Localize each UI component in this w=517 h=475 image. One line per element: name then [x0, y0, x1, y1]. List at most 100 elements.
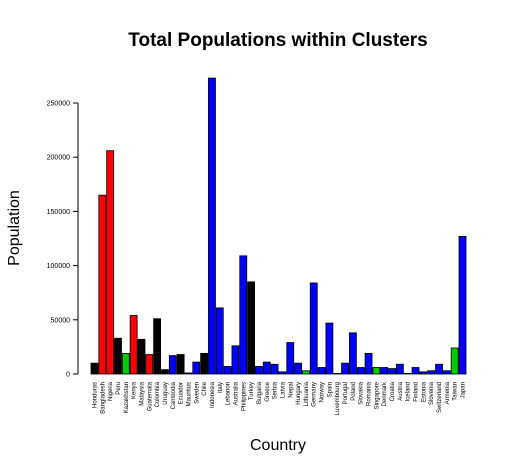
- bar-lithuania: [302, 370, 310, 375]
- x-tick-label: Honduras: [93, 382, 99, 408]
- x-tick-label: Denmark: [382, 381, 388, 406]
- bar-luxembourg: [333, 372, 342, 375]
- bar-estonia: [419, 371, 428, 375]
- bar-armenia: [442, 370, 451, 375]
- bar-colombia: [153, 318, 162, 375]
- y-tick-label: 100000: [47, 263, 70, 270]
- bar-lebanon: [223, 366, 232, 375]
- bar-indonesia: [208, 77, 216, 375]
- x-tick-label: Singapore: [374, 381, 380, 409]
- bar-denmark: [380, 367, 389, 375]
- x-tick-label: Portugal: [343, 382, 349, 404]
- x-tick-label: Ecuador: [179, 382, 185, 404]
- bar-guatemala: [145, 354, 154, 375]
- bar-japan: [458, 235, 467, 375]
- x-tick-label: Germany: [312, 382, 318, 407]
- bar-latvia: [278, 371, 287, 375]
- x-axis-title: Country: [250, 437, 306, 454]
- bar-philippines: [239, 255, 248, 375]
- x-tick-label: Croatia: [390, 381, 396, 401]
- x-tick-label: Bulgaria: [257, 381, 263, 404]
- y-axis: 0 50000 100000 150000 200000 250000: [47, 101, 79, 379]
- x-tick-label: Serbia: [273, 381, 279, 399]
- x-tick-label: Lebanon: [226, 382, 232, 405]
- bar-kazakhstan: [121, 353, 130, 375]
- x-tick-label: Italy: [218, 382, 224, 393]
- x-tick-label: Australia: [233, 381, 239, 405]
- x-tick-label: Sweden: [194, 382, 200, 404]
- y-tick-label: 250000: [47, 101, 70, 108]
- y-tick-label: 0: [66, 372, 70, 379]
- x-tick-label: Japan: [461, 382, 467, 398]
- x-tick-label: Spain: [327, 382, 333, 397]
- x-tick-label: Switzerland: [437, 382, 443, 413]
- x-tick-label: Guatemala: [147, 381, 153, 411]
- bar-australia: [231, 345, 240, 375]
- bar-iceland: [403, 372, 412, 375]
- x-tick-label: Slovakia: [359, 381, 365, 404]
- bar-hungary: [294, 362, 302, 375]
- bar-chile: [200, 353, 209, 375]
- bar-poland: [348, 332, 357, 375]
- bar-singapore: [372, 367, 381, 375]
- y-tick-label: 200000: [47, 155, 70, 162]
- x-tick-label: Armenia: [445, 381, 451, 404]
- bar-norway: [317, 367, 326, 375]
- x-tick-label: Luxembourg: [335, 382, 341, 415]
- x-tick-label: Nigeria: [108, 381, 114, 401]
- x-tick-label: Latvia: [280, 381, 286, 398]
- x-tick-label: Uruguay: [163, 382, 169, 405]
- bar-kenya: [129, 315, 138, 375]
- bar-italy: [215, 307, 224, 375]
- x-tick-label: Philippines: [241, 382, 247, 411]
- x-tick-label: Slovenia: [429, 381, 435, 405]
- x-tick-label: Finland: [414, 382, 420, 402]
- x-tick-label: Cambodia: [171, 381, 177, 409]
- bar-portugal: [341, 362, 349, 375]
- bar-sweden: [192, 361, 201, 375]
- bar-taiwan: [450, 347, 459, 375]
- x-tick-label: Kenya: [132, 381, 138, 399]
- x-tick-label: Taiwan: [453, 382, 459, 401]
- bar-malaysia: [137, 338, 146, 375]
- x-tick-label: Malaysia: [139, 381, 145, 405]
- x-tick-label: Estonia: [421, 381, 427, 402]
- bar-bulgaria: [255, 366, 263, 375]
- bar-switzerland: [435, 363, 443, 375]
- bar-nigeria: [106, 150, 115, 375]
- x-tick-label: Peru: [116, 382, 122, 395]
- bar-cambodia: [168, 355, 177, 375]
- x-tick-label: Turkey: [249, 382, 255, 400]
- bar-mauritius: [184, 372, 193, 375]
- y-axis-title: Population: [6, 190, 23, 266]
- y-tick-label: 150000: [47, 209, 70, 216]
- bar-honduras: [90, 362, 99, 375]
- bar-croatia: [388, 368, 396, 375]
- bar-greece: [262, 361, 271, 375]
- bar-slovakia: [356, 367, 365, 375]
- x-tick-label: Norway: [320, 382, 326, 402]
- bar-uruguay: [161, 369, 169, 375]
- x-tick-label: Austria: [398, 381, 404, 400]
- chart-title: Total Populations within Clusters: [128, 30, 427, 51]
- bar-germany: [309, 282, 318, 375]
- x-tick-label: Hungary: [296, 382, 302, 405]
- bar-romania: [364, 353, 373, 375]
- x-tick-label: Nepal: [288, 382, 294, 398]
- x-tick-label: Romania: [367, 381, 373, 406]
- x-tick-label: Poland: [351, 382, 357, 401]
- x-tick-label: Colombia: [155, 381, 161, 407]
- bar-ecuador: [176, 354, 185, 375]
- bar-spain: [325, 322, 334, 375]
- x-tick-label: Bangladesh: [100, 382, 106, 414]
- x-tick-label: Mauritius: [186, 382, 192, 406]
- bars: [90, 77, 467, 375]
- x-tick-label: Lithuania: [304, 381, 310, 406]
- x-tick-label: Greece: [265, 381, 271, 401]
- x-axis-labels: Honduras Bangladesh Nigeria Peru Kazakhstan K…: [93, 381, 467, 415]
- y-tick-label: 50000: [51, 317, 71, 324]
- x-tick-label: Kazakhstan: [124, 382, 130, 413]
- bar-serbia: [270, 363, 279, 375]
